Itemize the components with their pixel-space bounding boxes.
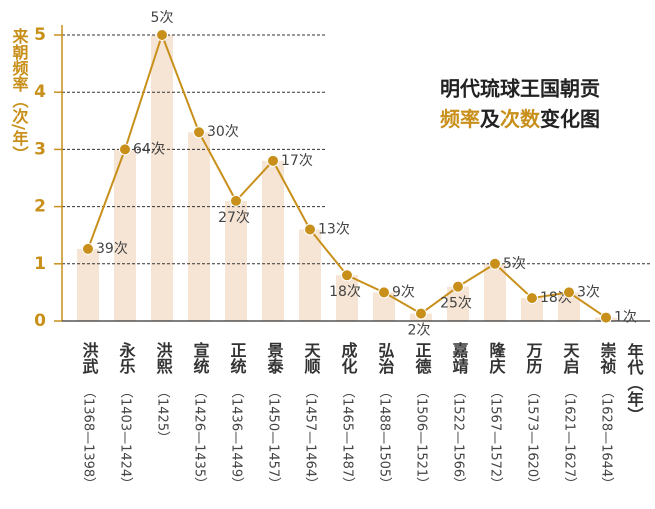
title-part: 变化图	[540, 107, 600, 131]
bar	[373, 292, 395, 321]
y-axis-label: 来朝频率（次/年）	[10, 27, 30, 162]
count-label: 17次	[281, 153, 313, 169]
count-label: 2次	[408, 323, 431, 339]
x-tick-label: 天启	[561, 342, 580, 375]
period-label: （1522—1566）	[451, 385, 467, 490]
x-tick-label: 天顺	[302, 342, 321, 375]
count-label: 30次	[207, 124, 239, 140]
x-tick-label: 成化	[339, 341, 358, 374]
title-part: 及	[480, 107, 501, 131]
x-tick-label: 弘治	[376, 342, 395, 375]
period-label: （1457—1464）	[303, 385, 319, 490]
count-label: 1次	[614, 310, 637, 326]
point	[378, 286, 390, 299]
count-label: 5次	[503, 256, 526, 272]
count-label: 27次	[218, 210, 250, 226]
period-label: （1567—1572）	[488, 385, 504, 490]
chart-title: 明代琉球王国朝贡	[440, 77, 600, 101]
bar	[558, 292, 580, 321]
count-label: 13次	[318, 221, 350, 237]
x-tick-label: 洪熙	[154, 341, 173, 375]
point	[267, 154, 279, 167]
count-label: 5次	[151, 10, 174, 26]
period-label: （1465—1487）	[340, 385, 356, 490]
count-label: 64次	[133, 141, 165, 157]
point	[563, 286, 575, 299]
bar	[151, 35, 173, 321]
point	[230, 194, 242, 207]
bar	[114, 149, 136, 321]
y-tick-label: 3	[34, 139, 46, 159]
bar	[225, 200, 247, 321]
count-label: 39次	[96, 241, 128, 257]
x-tick-label: 宣统	[191, 341, 210, 374]
bar	[521, 298, 543, 321]
bar	[77, 248, 99, 321]
count-label: 25次	[440, 296, 472, 312]
bar	[188, 132, 210, 321]
point	[119, 143, 131, 156]
point	[415, 307, 427, 320]
x-tick-label: 崇祯	[598, 341, 618, 375]
point	[82, 242, 94, 255]
point	[489, 257, 501, 270]
title-part: 次数	[500, 107, 541, 131]
title-part: 频率	[440, 107, 480, 131]
y-tick-label: 2	[34, 197, 46, 217]
period-label: （1450—1457）	[266, 385, 282, 490]
count-label: 9次	[392, 284, 415, 300]
bar	[484, 263, 506, 321]
x-tick-label: 景泰	[265, 342, 285, 375]
period-label: （1628—1644）	[599, 385, 615, 490]
period-label: （1488—1505）	[377, 385, 393, 490]
x-tick-label: 永乐	[117, 341, 137, 375]
count-label: 3次	[577, 284, 600, 300]
y-tick-label: 5	[34, 25, 46, 45]
period-label: （1621—1627）	[562, 385, 578, 490]
x-tick-label: 万历	[524, 342, 544, 375]
point	[452, 280, 464, 293]
bar	[336, 275, 358, 321]
x-tick-label: 正统	[228, 342, 247, 374]
bar	[299, 229, 321, 321]
y-tick-label: 4	[34, 82, 46, 102]
x-axis-label: 年代（年）	[625, 342, 645, 423]
point	[600, 311, 612, 324]
period-label: （1573—1620）	[525, 385, 541, 490]
x-tick-label: 隆庆	[487, 341, 507, 375]
point	[341, 269, 353, 282]
bar	[262, 160, 284, 321]
bar	[447, 286, 469, 321]
period-label: （1426—1435）	[192, 385, 208, 490]
y-tick-label: 0	[34, 311, 46, 331]
y-tick-label: 1	[34, 254, 46, 274]
point	[304, 223, 316, 236]
point	[526, 292, 538, 305]
point	[156, 29, 168, 41]
point	[193, 126, 205, 139]
period-label: （1403—1424）	[118, 385, 134, 490]
period-label: （1506—1521）	[414, 385, 430, 490]
x-tick-label: 正德	[413, 342, 432, 375]
period-label: （1425）	[155, 385, 171, 444]
count-label: 18次	[329, 284, 361, 300]
chart-title: 频率及次数变化图	[440, 107, 600, 131]
x-tick-label: 嘉靖	[450, 341, 470, 375]
period-label: （1368—1398）	[81, 385, 97, 490]
period-label: （1436—1449）	[229, 385, 245, 490]
x-tick-label: 洪武	[80, 341, 99, 375]
